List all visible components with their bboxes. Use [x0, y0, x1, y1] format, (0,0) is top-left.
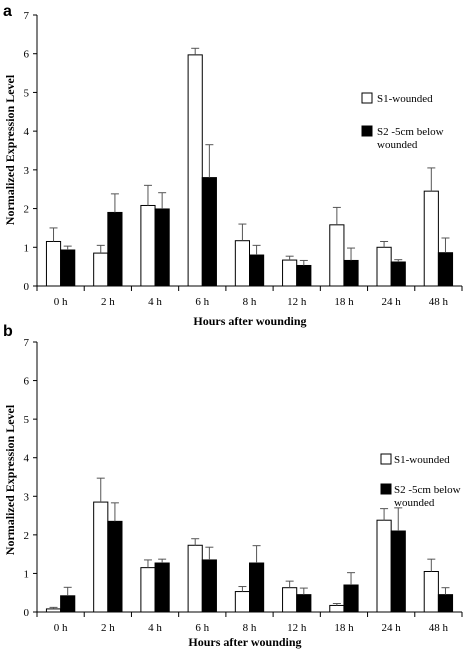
- x-tick-label: 8 h: [243, 296, 257, 308]
- y-tick-label: 0: [24, 607, 30, 619]
- bar-s1: [45, 240, 62, 287]
- x-tick-label: 48 h: [429, 622, 449, 634]
- legend-swatch-s1: [380, 453, 392, 465]
- legend-swatch-s2: [361, 125, 373, 137]
- bar-s1: [140, 204, 156, 287]
- y-tick-label: 7: [24, 10, 30, 22]
- bar-s1: [93, 252, 109, 287]
- x-tick-label: 6 h: [195, 296, 209, 308]
- y-tick-label: 5: [24, 87, 30, 99]
- bar-s2: [390, 530, 406, 613]
- bar-s1: [45, 608, 62, 613]
- y-tick-label: 4: [24, 453, 30, 465]
- bar-s2: [296, 264, 312, 287]
- x-tick-label: 12 h: [287, 622, 307, 634]
- bar-s2: [60, 595, 76, 613]
- legend-label-s2: S2 -5cm below wounded: [394, 484, 461, 509]
- bar-s2: [201, 177, 217, 287]
- bar-s1: [423, 190, 439, 287]
- x-tick-label: 24 h: [382, 622, 402, 634]
- bar-s1: [376, 519, 392, 613]
- y-tick-label: 1: [24, 242, 30, 254]
- panel-label: b: [3, 323, 13, 340]
- bar-s1: [93, 501, 109, 613]
- y-axis-title: Normalized Expression Level: [3, 404, 17, 555]
- bar-s2: [390, 261, 406, 287]
- bar-s1: [376, 246, 392, 287]
- panel-a: a Normalized Expression Level Hours afte…: [3, 3, 463, 328]
- x-tick-label: 24 h: [382, 296, 402, 308]
- panel-b: b Normalized Expression Level Hours afte…: [3, 323, 463, 649]
- y-tick-label: 0: [24, 281, 30, 293]
- x-tick-label: 4 h: [148, 296, 162, 308]
- x-tick-label: 2 h: [101, 296, 115, 308]
- bar-s2: [296, 594, 312, 613]
- bar-s1: [234, 591, 250, 613]
- y-tick-label: 3: [24, 491, 30, 503]
- x-tick-label: 18 h: [334, 296, 354, 308]
- bar-s2: [60, 249, 76, 287]
- bar-s1: [329, 604, 345, 613]
- panel-label: a: [3, 3, 12, 20]
- bar-s1: [329, 224, 345, 287]
- y-tick-label: 6: [24, 49, 30, 61]
- x-tick-label: 2 h: [101, 622, 115, 634]
- bar-s2: [154, 208, 170, 287]
- y-tick-label: 6: [24, 376, 30, 388]
- x-tick-label: 12 h: [287, 296, 307, 308]
- y-tick-label: 5: [24, 414, 30, 426]
- y-tick-label: 2: [24, 530, 30, 542]
- bar-s1: [234, 240, 250, 287]
- x-tick-label: 18 h: [334, 622, 354, 634]
- y-tick-label: 1: [24, 568, 30, 580]
- legend: S1-wounded S2 -5cm below wounded: [361, 92, 444, 151]
- x-tick-label: 6 h: [195, 622, 209, 634]
- y-tick-label: 4: [24, 126, 30, 138]
- legend: S1-wounded S2 -5cm below wounded: [380, 453, 461, 509]
- bar-s2: [437, 594, 454, 613]
- bar-s1: [282, 587, 298, 613]
- x-tick-label: 0 h: [54, 622, 68, 634]
- x-tick-label: 8 h: [243, 622, 257, 634]
- x-tick-label: 4 h: [148, 622, 162, 634]
- y-tick-label: 3: [24, 165, 30, 177]
- x-axis-title: Hours after wounding: [193, 314, 306, 328]
- y-tick-label: 2: [24, 204, 30, 216]
- bar-s2: [107, 211, 123, 287]
- bar-s2: [437, 252, 454, 287]
- x-axis-title: Hours after wounding: [188, 635, 301, 649]
- bar-s1: [187, 544, 203, 613]
- y-tick-label: 7: [24, 337, 30, 349]
- legend-label-s2: S2 -5cm below wounded: [377, 126, 444, 151]
- legend-swatch-s2: [380, 483, 392, 495]
- bar-s1: [187, 54, 203, 287]
- bar-s2: [154, 562, 170, 613]
- bar-s2: [343, 259, 359, 287]
- bar-s2: [107, 520, 123, 613]
- y-axis-title: Normalized Expression Level: [3, 74, 17, 225]
- legend-label-s1: S1-wounded: [377, 93, 433, 105]
- bar-s1: [140, 567, 156, 613]
- bar-s2: [201, 559, 217, 613]
- bar-s2: [343, 584, 359, 613]
- bar-s1: [282, 259, 298, 287]
- legend-swatch-s1: [361, 92, 373, 104]
- bar-s2: [249, 254, 265, 287]
- bar-s2: [249, 562, 265, 613]
- legend-label-s1: S1-wounded: [394, 454, 450, 466]
- x-tick-label: 48 h: [429, 296, 449, 308]
- x-tick-label: 0 h: [54, 296, 68, 308]
- bar-s1: [423, 571, 439, 613]
